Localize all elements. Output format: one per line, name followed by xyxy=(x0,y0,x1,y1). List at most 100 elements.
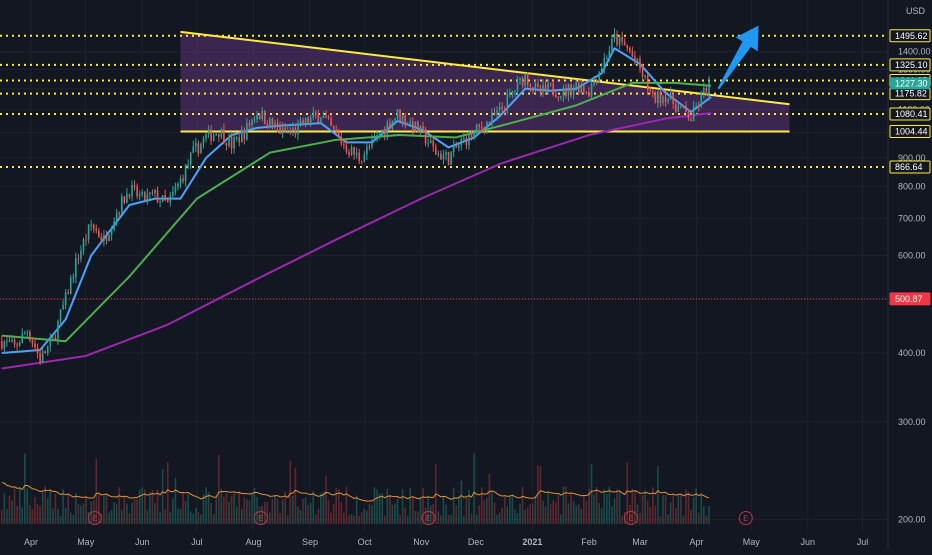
volume-bar xyxy=(274,495,276,524)
candle-body xyxy=(651,90,654,93)
candle-body xyxy=(118,212,121,214)
candle-body xyxy=(8,340,11,342)
volume-bar xyxy=(429,505,432,524)
volume-bar xyxy=(317,508,320,524)
candle-body xyxy=(603,58,606,69)
ma-line-mid xyxy=(1,81,712,343)
y-tick-label: 600.00 xyxy=(898,250,926,260)
ma-line-long xyxy=(1,111,712,370)
volume-bar xyxy=(603,489,606,524)
candle-body xyxy=(67,292,69,295)
volume-bar xyxy=(136,498,138,524)
candle-body xyxy=(588,92,590,97)
candle-body xyxy=(52,337,54,339)
volume-bar xyxy=(286,515,289,524)
volume-bar xyxy=(616,488,618,524)
candle-body xyxy=(29,331,31,341)
volume-bar xyxy=(233,493,235,524)
volume-bar xyxy=(649,507,652,524)
volume-bar xyxy=(34,496,36,524)
level-label-box xyxy=(889,29,931,43)
candle-body xyxy=(31,340,34,344)
candle-body xyxy=(289,130,292,132)
volume-bar xyxy=(154,502,156,524)
volume-bar xyxy=(501,508,503,524)
volume-bar xyxy=(442,495,445,524)
volume-bar xyxy=(463,515,465,524)
candle-body xyxy=(304,117,307,126)
candle-body xyxy=(611,38,613,51)
volume-bar xyxy=(253,487,256,524)
volume-bar xyxy=(417,511,419,524)
volume-bar xyxy=(218,454,220,524)
candle-body xyxy=(692,106,695,121)
candle-body xyxy=(606,58,608,60)
volume-bar xyxy=(366,510,368,524)
volume-bar xyxy=(31,509,34,524)
volume-bar xyxy=(164,509,167,524)
candle-body xyxy=(123,196,126,203)
candle-body xyxy=(164,195,167,201)
candle-body xyxy=(238,137,241,143)
candle-body xyxy=(483,128,486,132)
volume-bar xyxy=(613,498,616,524)
x-tick-label: Nov xyxy=(413,537,430,547)
volume-bar xyxy=(200,514,202,524)
candle-body xyxy=(108,234,110,241)
candle-body xyxy=(307,117,309,124)
candle-body xyxy=(246,123,248,140)
x-tick-label: Jul xyxy=(857,537,869,547)
candle-body xyxy=(396,109,399,119)
candle-body xyxy=(332,125,335,130)
volume-bar xyxy=(593,494,595,524)
volume-bar xyxy=(133,498,136,524)
volume-bar xyxy=(143,489,146,524)
event-marker-label: E xyxy=(743,514,748,523)
candle-body xyxy=(618,36,621,45)
volume-bar xyxy=(575,505,577,524)
volume-bar xyxy=(243,497,246,524)
volume-bar xyxy=(667,514,669,524)
candle-body xyxy=(131,185,133,197)
candle-body xyxy=(575,82,577,89)
volume-bar xyxy=(455,505,458,524)
volume-bar xyxy=(480,487,483,524)
volume-bar xyxy=(363,508,366,524)
volume-bar xyxy=(8,495,11,524)
volume-bar xyxy=(256,496,258,524)
candle-body xyxy=(562,87,565,97)
volume-bar xyxy=(577,504,580,524)
volume-bar xyxy=(246,499,248,524)
candle-body xyxy=(256,114,258,120)
y-tick-label: 1400.00 xyxy=(898,47,931,57)
volume-bar xyxy=(98,494,100,524)
volume-bar xyxy=(72,514,75,524)
candle-body xyxy=(179,178,182,184)
volume-bar xyxy=(322,491,325,524)
candle-body xyxy=(115,212,118,222)
volume-bar xyxy=(337,489,340,524)
candle-body xyxy=(128,193,131,197)
candle-body xyxy=(355,152,358,155)
volume-bar xyxy=(69,512,72,524)
volume-bar xyxy=(156,489,159,524)
candle-body xyxy=(565,87,567,96)
volume-bar xyxy=(521,486,524,524)
candle-body xyxy=(34,343,36,348)
volume-bar xyxy=(210,503,212,524)
volume-bar xyxy=(565,486,567,524)
candle-body xyxy=(146,193,149,201)
volume-ma-line xyxy=(1,482,710,502)
candle-body xyxy=(554,94,557,98)
candle-body xyxy=(200,143,202,154)
candle-body xyxy=(373,137,376,140)
x-tick-label: Apr xyxy=(690,537,704,547)
candle-body xyxy=(445,152,447,155)
candle-body xyxy=(669,92,672,99)
candle-body xyxy=(442,154,445,160)
candle-body xyxy=(299,120,302,124)
volume-bar xyxy=(394,503,396,524)
candle-body xyxy=(532,87,534,89)
volume-bar xyxy=(146,509,149,524)
